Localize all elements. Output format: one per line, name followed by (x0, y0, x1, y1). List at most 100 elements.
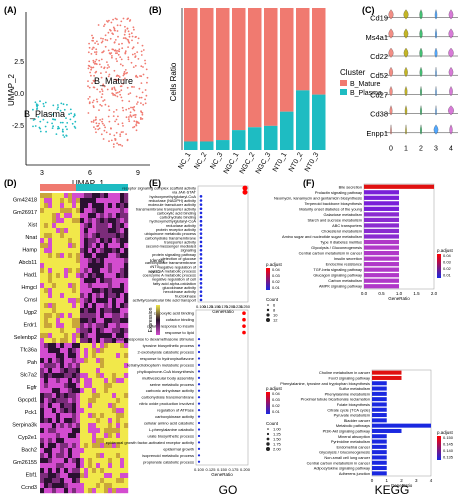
heatmap-cell (40, 478, 45, 484)
heatmap-cell (100, 233, 105, 239)
heatmap-cell (88, 428, 93, 434)
bar-mature (232, 8, 246, 131)
heatmap-cell (92, 373, 97, 379)
heatmap-cell (124, 343, 129, 349)
heatmap-cell (76, 263, 81, 269)
heatmap-cell (100, 453, 105, 459)
heatmap-cell (80, 373, 85, 379)
go-term-label: carboxylic acid binding (157, 210, 196, 215)
heatmap-cell (44, 388, 49, 394)
heatmap-cell (84, 313, 89, 319)
kegg-bar (364, 206, 399, 211)
umap-point (63, 136, 66, 138)
heatmap-cell (108, 468, 113, 474)
umap-point (87, 98, 90, 100)
heatmap-cell (84, 403, 89, 409)
violin-shape (404, 105, 408, 116)
heatmap-cell (40, 198, 45, 204)
violin-gene-label: Cd38 (370, 110, 388, 119)
go-dot (197, 363, 201, 366)
kegg-bar (372, 450, 387, 455)
heatmap-cell (44, 228, 49, 234)
heatmap-cell (96, 233, 101, 239)
heatmap-cell (48, 318, 53, 324)
heatmap-cell (64, 388, 69, 394)
kegg-bar (372, 375, 402, 380)
heatmap-cell (84, 333, 89, 339)
violin-gene-label: Cd22 (370, 52, 388, 61)
heatmap-cell (96, 308, 101, 314)
heatmap-cell (40, 418, 45, 424)
bar-mature (296, 8, 310, 91)
heatmap-cell (120, 398, 125, 404)
go-term-label: 2-oxobutyrate catabolic process (138, 349, 194, 354)
legend-title-padj: p.adjust (437, 430, 454, 435)
heatmap-cell (124, 268, 129, 274)
heatmap-cell (56, 458, 61, 464)
kegg-bar (364, 245, 399, 250)
heatmap-cell (104, 428, 109, 434)
umap-point (94, 79, 97, 82)
heatmap-cell (100, 338, 105, 344)
kegg-bar (364, 262, 399, 267)
violin-shape (435, 67, 437, 77)
legend-tick: 0.150 (443, 435, 454, 440)
heatmap-cell (80, 248, 85, 254)
heatmap-cell (112, 408, 117, 414)
heatmap-cell (88, 223, 93, 229)
heatmap-cell (120, 443, 125, 449)
umap-point (136, 101, 139, 103)
heatmap-cell (100, 413, 105, 419)
heatmap-cell (92, 238, 97, 244)
umap-point (125, 72, 127, 75)
heatmap-cell (100, 273, 105, 279)
go-term-label: carbohydrate binding (160, 215, 196, 220)
heatmap-cell (104, 433, 109, 439)
heatmap-cell (52, 478, 57, 484)
heatmap-cell (84, 483, 89, 489)
legend-label-plasma: B_Plasma (350, 90, 382, 97)
go-term-label: transmembrane transporter activity (136, 206, 196, 211)
heatmap-cell (40, 423, 45, 429)
heatmap-cell (80, 458, 85, 464)
heatmap-cell (92, 193, 97, 199)
heatmap-cell (64, 413, 69, 419)
heatmap-cell (96, 318, 101, 324)
go-term-label: negative regulation of (159, 264, 197, 269)
heatmap-cell (68, 253, 73, 259)
heatmap-cell (52, 213, 57, 219)
kegg-term-label: Type II diabetes mellitus (320, 240, 362, 245)
umap-point (132, 66, 135, 68)
heatmap-cell (56, 408, 61, 414)
heatmap-cell (76, 448, 81, 454)
heatmap-cell (116, 263, 121, 269)
heatmap-cell (56, 338, 61, 344)
heatmap-cell (88, 238, 93, 244)
heatmap-cell (64, 343, 69, 349)
kegg-bar (372, 471, 387, 476)
heatmap-cell (92, 278, 97, 284)
umap-point (131, 47, 134, 50)
umap-point (139, 75, 141, 77)
kegg-term-label: Glycolysis / Gluconeogenesis (319, 450, 370, 455)
heatmap-cell (108, 328, 113, 334)
heatmap-cell (56, 318, 61, 324)
umap-point (135, 35, 137, 38)
heatmap-cell (64, 218, 69, 224)
heatmap-cell (48, 288, 53, 294)
umap-point (134, 55, 137, 57)
heatmap-cell (104, 438, 109, 444)
heatmap-cell (72, 408, 77, 414)
heatmap-cell (124, 278, 129, 284)
heatmap-cell (92, 298, 97, 304)
go-dot (197, 389, 201, 392)
umap-point (120, 20, 123, 23)
heatmap-cell (48, 198, 53, 204)
heatmap-cell (68, 238, 73, 244)
heatmap-cell (64, 193, 69, 199)
heatmap-cell (64, 373, 69, 379)
umap-point (119, 24, 122, 27)
heatmap-cell (84, 428, 89, 434)
heatmap-cell (120, 318, 125, 324)
heatmap-cell (100, 318, 105, 324)
